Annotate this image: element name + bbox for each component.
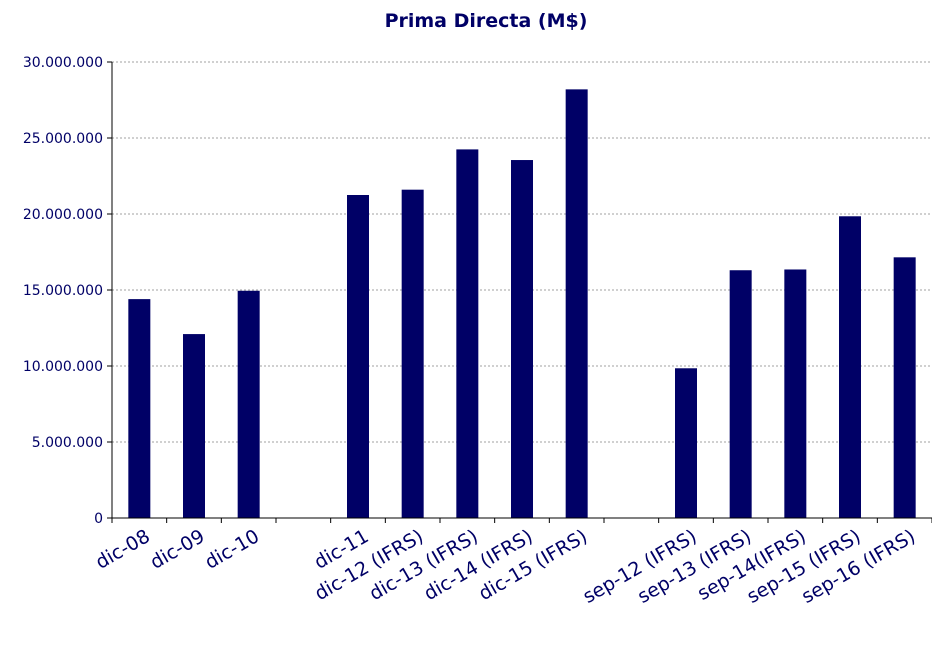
- bar: [893, 257, 916, 518]
- chart-title: Prima Directa (M$): [384, 10, 588, 32]
- bar: [839, 216, 861, 518]
- bar: [128, 299, 151, 518]
- y-tick-label: 15.000.000: [23, 283, 103, 299]
- x-tick-label: dic-09: [147, 525, 209, 573]
- bar-layer: [128, 89, 916, 519]
- y-tick-label: 5.000.000: [32, 435, 103, 451]
- bar: [183, 334, 205, 518]
- bar: [456, 149, 479, 518]
- bar: [401, 189, 424, 518]
- bar: [675, 368, 697, 518]
- bar: [565, 89, 588, 519]
- bar: [237, 290, 260, 518]
- x-tick-label: dic-10: [201, 525, 263, 573]
- bar: [347, 195, 369, 518]
- y-tick-label: 20.000.000: [23, 207, 103, 223]
- bar: [729, 270, 752, 518]
- bar: [784, 269, 807, 518]
- y-tick-label: 30.000.000: [23, 55, 103, 71]
- y-tick-label: 0: [94, 511, 103, 527]
- axis-layer: [107, 61, 932, 523]
- bar: [511, 160, 533, 519]
- x-tick-label: dic-08: [92, 525, 154, 573]
- y-tick-label: 10.000.000: [23, 359, 103, 375]
- y-tick-label: 25.000.000: [23, 131, 103, 147]
